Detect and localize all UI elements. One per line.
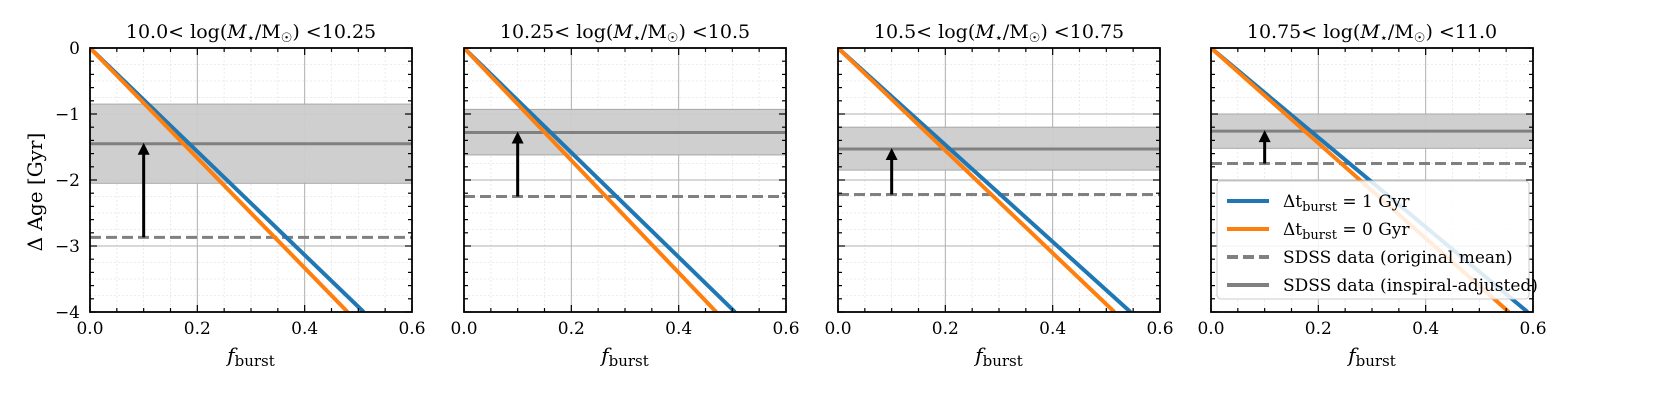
y-tick-label: −3: [55, 237, 80, 257]
x-tick-label: 0.2: [932, 319, 959, 339]
x-axis-label: fburst: [1346, 343, 1396, 370]
x-tick-label: 0.4: [665, 319, 692, 339]
y-tick-label: −1: [55, 105, 80, 125]
panels: 0.0 0.2 0.4 0.6 0 −1 −2 −3 −4 fburst 10.0< log(M⋆/…: [55, 21, 1547, 370]
x-axis-label: fburst: [599, 343, 649, 370]
x-axis-label: fburst: [973, 343, 1023, 370]
legend-entry: Δtburst = 0 Gyr: [1227, 220, 1410, 243]
legend-label: Δtburst = 1 Gyr: [1283, 192, 1410, 215]
panel-title: 10.5< log(M⋆/M☉) <10.75: [874, 21, 1124, 46]
x-tick-label: 0.4: [1412, 319, 1439, 339]
y-tick-label: −2: [55, 171, 80, 191]
y-tick-label: −4: [55, 303, 80, 323]
legend-label: SDSS data (inspiral-adjusted): [1283, 276, 1538, 296]
y-axis-label: Δ Age [Gyr]: [23, 133, 47, 252]
series-dt-1gyr-line: [464, 48, 737, 312]
ticks: [837, 47, 1161, 313]
panel-3: 0.0 0.2 0.4 0.6 fburst 10.5< log(M⋆/M☉) <10.7…: [824, 21, 1173, 370]
x-tick-label: 0.4: [291, 319, 318, 339]
shift-arrow: [137, 142, 150, 238]
panel-1: 0.0 0.2 0.4 0.6 0 −1 −2 −3 −4 fburst 10.0< log(M⋆/…: [55, 21, 426, 370]
ticks: [463, 47, 787, 313]
shift-arrow: [1258, 130, 1271, 164]
legend-box: [1216, 180, 1530, 300]
x-tick-label: 0.2: [184, 319, 211, 339]
panel-title: 10.25< log(M⋆/M☉) <10.5: [500, 21, 750, 46]
x-tick-label: 0.2: [558, 319, 585, 339]
x-axis-label: fburst: [225, 343, 275, 370]
ticks: [89, 47, 413, 313]
x-tick-label: 0.6: [398, 319, 425, 339]
legend-entry: Δtburst = 1 Gyr: [1227, 192, 1410, 215]
series-dt-0gyr-line: [90, 48, 350, 312]
legend-entry: SDSS data (original mean): [1227, 248, 1513, 268]
panel-title: 10.0< log(M⋆/M☉) <10.25: [126, 21, 376, 46]
legend: Δtburst = 1 Gyr Δtburst = 0 Gyr SDSS data …: [1216, 180, 1538, 300]
x-tick-label: 0.0: [450, 319, 477, 339]
legend-entry: SDSS data (inspiral-adjusted): [1227, 276, 1538, 296]
x-tick-label: 0.0: [1197, 319, 1224, 339]
x-tick-label: 0.4: [1039, 319, 1066, 339]
shift-arrow: [885, 147, 898, 195]
shift-arrow: [511, 131, 524, 197]
panel-2: 0.0 0.2 0.4 0.6 fburst 10.25< log(M⋆/M☉) <10.…: [450, 21, 799, 370]
x-tick-label: 0.2: [1305, 319, 1332, 339]
x-tick-label: 0.6: [1519, 319, 1546, 339]
x-tick-label: 0.6: [772, 319, 799, 339]
series-dt-0gyr-line: [464, 48, 718, 312]
legend-label: Δtburst = 0 Gyr: [1283, 220, 1410, 243]
y-tick-label: 0: [69, 39, 80, 59]
x-tick-label: 0.0: [824, 319, 851, 339]
x-tick-label: 0.0: [76, 319, 103, 339]
panel-title: 10.75< log(M⋆/M☉) <11.0: [1247, 21, 1497, 46]
legend-label: SDSS data (original mean): [1283, 248, 1513, 268]
ticks: [1210, 47, 1534, 313]
series-dt-0gyr-line: [838, 48, 1116, 312]
x-tick-label: 0.6: [1146, 319, 1173, 339]
